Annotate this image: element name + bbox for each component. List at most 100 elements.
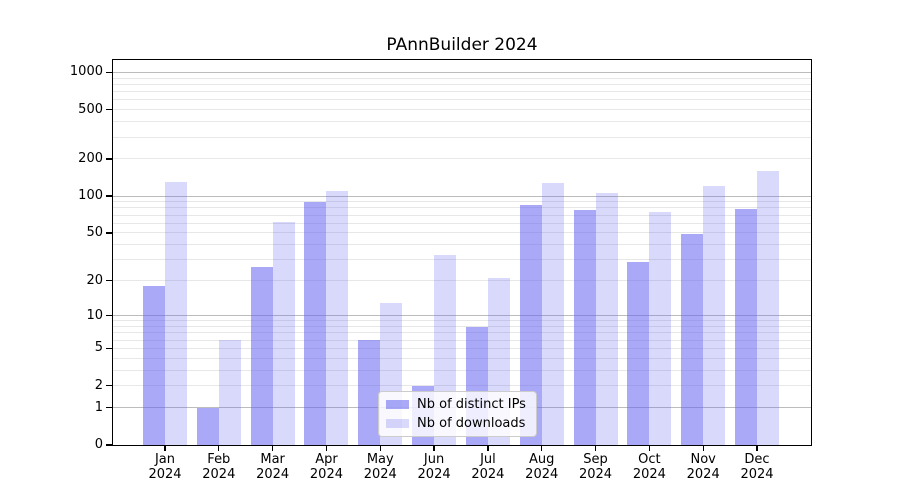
x-tick-label-may: May 2024	[363, 452, 397, 483]
y-tick-mark	[106, 71, 112, 73]
y-tick-label-1: 1	[94, 399, 103, 415]
major-gridline	[113, 71, 811, 73]
x-tick-label-mar: Mar 2024	[256, 452, 290, 483]
x-tick-mark	[433, 446, 435, 451]
bar-downloads-sep	[595, 193, 618, 445]
major-gridline	[113, 315, 811, 317]
y-tick-label-1000: 1000	[69, 64, 103, 80]
minor-gridline	[113, 332, 811, 334]
minor-gridline	[113, 357, 811, 359]
x-tick-label-nov: Nov 2024	[686, 452, 720, 483]
x-tick-label-jun: Jun 2024	[417, 452, 451, 483]
x-tick-mark	[164, 446, 166, 451]
minor-gridline	[113, 207, 811, 209]
legend: Nb of distinct IPs Nb of downloads	[378, 391, 537, 437]
minor-gridline	[113, 244, 811, 246]
x-tick-label-sep: Sep 2024	[578, 452, 613, 483]
legend-item-downloads: Nb of downloads	[386, 416, 526, 431]
minor-gridline	[113, 222, 811, 224]
y-tick-mark	[106, 444, 112, 446]
x-tick-mark	[271, 446, 274, 451]
bar-distinct-ips-feb	[196, 407, 219, 445]
y-tick-label-0: 0	[94, 437, 103, 452]
bar-distinct-ips-apr	[304, 202, 327, 445]
x-tick-mark	[218, 446, 220, 451]
bar-distinct-ips-nov	[681, 234, 704, 445]
chart-title: PAnnBuilder 2024	[386, 35, 538, 55]
bar-downloads-apr	[326, 190, 349, 445]
minor-gridline	[113, 121, 811, 123]
x-tick-label-oct: Oct 2024	[632, 452, 666, 483]
y-tick-label-500: 500	[78, 101, 103, 117]
x-tick-label-feb: Feb 2024	[202, 452, 236, 483]
major-gridline	[113, 195, 811, 197]
y-tick-mark	[106, 385, 112, 387]
x-tick-label-aug: Aug 2024	[525, 452, 559, 483]
x-tick-label-jan: Jan 2024	[148, 452, 182, 483]
minor-gridline	[113, 369, 811, 371]
minor-gridline	[113, 77, 811, 79]
bar-downloads-nov	[703, 185, 726, 445]
x-tick-label-apr: Apr 2024	[309, 452, 343, 483]
y-tick-mark	[106, 280, 112, 282]
legend-label-distinct-ips: Nb of distinct IPs	[417, 397, 526, 412]
legend-swatch-distinct-ips	[386, 399, 409, 410]
x-tick-mark	[702, 446, 704, 451]
plot-area: 0 1 2 5 10 20 50 100 200 500 1000 Jan 2024 Feb 2024…	[70, 59, 812, 482]
minor-gridline	[113, 91, 811, 93]
y-tick-mark	[106, 347, 112, 349]
minor-gridline	[113, 339, 811, 341]
bar-distinct-ips-sep	[573, 210, 596, 445]
bar-downloads-jan	[165, 182, 187, 445]
y-tick-label-10: 10	[86, 307, 103, 323]
y-tick-mark	[106, 195, 112, 197]
x-tick-mark	[541, 446, 543, 451]
x-tick-mark	[325, 446, 328, 451]
minor-gridline	[113, 158, 811, 160]
x-tick-mark	[379, 446, 381, 451]
y-tick-label-5: 5	[94, 340, 103, 356]
y-tick-label-20: 20	[86, 272, 103, 288]
bar-distinct-ips-may	[358, 340, 381, 445]
minor-gridline	[113, 201, 811, 203]
bar-distinct-ips-aug	[519, 204, 542, 445]
bar-downloads-feb	[218, 340, 241, 445]
x-tick-mark	[756, 446, 758, 451]
bar-distinct-ips-mar	[250, 267, 273, 445]
x-tick-mark	[594, 446, 597, 451]
minor-gridline	[113, 320, 811, 322]
minor-gridline	[113, 347, 811, 349]
bar-downloads-mar	[272, 222, 295, 445]
minor-gridline	[113, 83, 811, 85]
minor-gridline	[113, 109, 811, 111]
bar-downloads-aug	[541, 183, 564, 445]
bar-distinct-ips-jan	[143, 286, 165, 445]
x-tick-label-dec: Dec 2024	[740, 452, 774, 483]
bar-downloads-dec	[757, 170, 779, 445]
bar-distinct-ips-oct	[627, 261, 650, 445]
minor-gridline	[113, 259, 811, 261]
y-tick-mark	[106, 232, 112, 234]
legend-label-downloads: Nb of downloads	[417, 416, 526, 431]
y-tick-mark	[106, 406, 112, 409]
minor-gridline	[113, 99, 811, 101]
legend-item-distinct-ips: Nb of distinct IPs	[386, 397, 526, 412]
y-tick-label-100: 100	[78, 188, 103, 204]
y-tick-label-200: 200	[78, 150, 103, 166]
y-tick-mark	[106, 158, 112, 160]
y-tick-mark	[106, 109, 112, 111]
x-tick-mark	[487, 446, 489, 451]
x-tick-label-jul: Jul 2024	[471, 452, 505, 483]
bar-distinct-ips-dec	[735, 209, 757, 445]
minor-gridline	[113, 232, 811, 234]
y-tick-mark	[106, 315, 112, 317]
legend-swatch-downloads	[386, 418, 409, 429]
minor-gridline	[113, 136, 811, 138]
minor-gridline	[113, 214, 811, 216]
minor-gridline	[113, 325, 811, 327]
y-tick-label-2: 2	[94, 377, 103, 393]
minor-gridline	[113, 280, 811, 282]
minor-gridline	[113, 385, 811, 387]
y-tick-label-50: 50	[86, 224, 103, 240]
